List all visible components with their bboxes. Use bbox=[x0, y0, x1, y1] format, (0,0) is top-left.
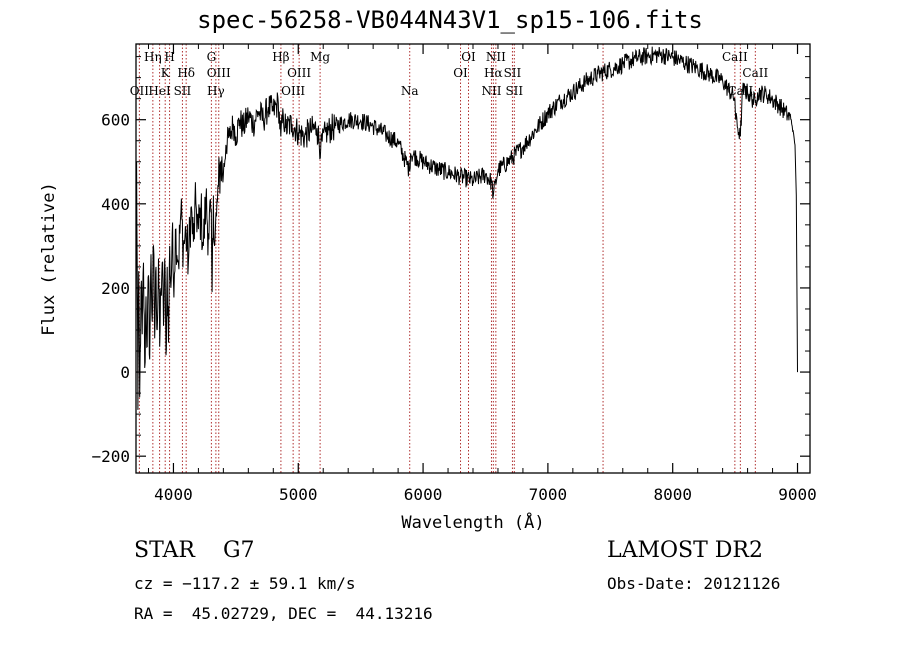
spectral-line-markers bbox=[138, 44, 756, 473]
spectral-line-label: G bbox=[207, 50, 217, 64]
spectrum-line bbox=[135, 46, 798, 410]
chart-title: spec-56258-VB044N43V1_sp15-106.fits bbox=[197, 6, 703, 34]
y-tick-label: 0 bbox=[120, 363, 130, 382]
spectral-line-label: OIII bbox=[207, 66, 231, 80]
spectral-line-label: Hη bbox=[144, 50, 162, 64]
x-tick-label: 8000 bbox=[653, 485, 692, 504]
axis-ticks: 4000 5000 6000 7000 8000 9000 −200 0 200 400 600 bbox=[91, 44, 817, 504]
coordinates-readout: RA = 45.02729, DEC = 44.13216 bbox=[134, 604, 433, 623]
spectral-line-label: H bbox=[164, 50, 174, 64]
spectral-line-label: Hβ bbox=[272, 50, 289, 64]
spectral-line-label: K bbox=[161, 66, 171, 80]
spectral-line-label: Hα bbox=[484, 66, 503, 80]
spectral-line-label: SII bbox=[505, 84, 523, 98]
plot-frame bbox=[135, 43, 811, 474]
survey-name: LAMOST DR2 bbox=[607, 538, 763, 563]
x-tick-label: 6000 bbox=[404, 485, 443, 504]
spectral-line-label: OIII bbox=[281, 84, 305, 98]
spectral-line-label: OII bbox=[130, 84, 150, 98]
y-tick-label: 200 bbox=[101, 279, 130, 298]
x-tick-label: 4000 bbox=[154, 485, 193, 504]
spectral-line-label: OIII bbox=[287, 66, 311, 80]
spectral-line-label: OI bbox=[461, 50, 476, 64]
y-tick-label: 400 bbox=[101, 195, 130, 214]
spectral-line-label: Mg bbox=[310, 50, 330, 64]
x-tick-label: 5000 bbox=[279, 485, 318, 504]
spectral-line-label: OI bbox=[453, 66, 468, 80]
x-tick-label: 9000 bbox=[778, 485, 817, 504]
spectral-line-label: HeI bbox=[148, 84, 171, 98]
object-class: STAR G7 bbox=[134, 538, 255, 563]
spectral-line-label: CaII bbox=[742, 66, 768, 80]
redshift-readout: cz = −117.2 ± 59.1 km/s bbox=[134, 574, 356, 593]
observation-date: Obs-Date: 20121126 bbox=[607, 574, 781, 593]
y-tick-label: −200 bbox=[91, 447, 130, 466]
spectral-line-label: Na bbox=[401, 84, 419, 98]
spectral-line-label: CaII bbox=[722, 50, 748, 64]
spectral-line-label: SII bbox=[504, 66, 522, 80]
x-tick-label: 7000 bbox=[529, 485, 568, 504]
spectrum-series bbox=[135, 46, 798, 410]
spectral-line-label: NII bbox=[486, 50, 506, 64]
y-axis-label: Flux (relative) bbox=[39, 182, 59, 336]
spectral-line-label: Hγ bbox=[207, 84, 225, 98]
spectral-line-label: NII bbox=[481, 84, 501, 98]
y-tick-label: 600 bbox=[101, 111, 130, 130]
spectral-line-label: Hδ bbox=[177, 66, 195, 80]
spectral-line-labels: OII Hη HeI KH SII Hδ G Hγ OIII Hβ OIII OIII Mg Na OI OI… bbox=[130, 50, 769, 98]
spectral-line-label: SII bbox=[174, 84, 192, 98]
x-axis-label: Wavelength (Å) bbox=[401, 511, 544, 533]
